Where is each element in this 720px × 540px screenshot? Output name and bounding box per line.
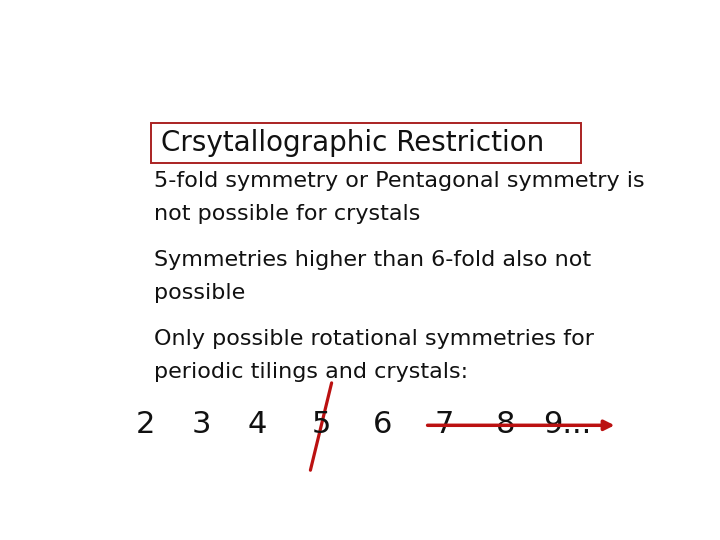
Text: 5: 5	[312, 410, 331, 439]
Text: Crsytallographic Restriction: Crsytallographic Restriction	[161, 129, 544, 157]
Text: 7: 7	[435, 410, 454, 439]
Text: 3: 3	[192, 410, 212, 439]
Text: 5-fold symmetry or Pentagonal symmetry is: 5-fold symmetry or Pentagonal symmetry i…	[154, 171, 645, 191]
Text: 6: 6	[373, 410, 392, 439]
Text: 4: 4	[248, 410, 267, 439]
Text: not possible for crystals: not possible for crystals	[154, 204, 420, 224]
Text: possible: possible	[154, 283, 246, 303]
Text: 9...: 9...	[543, 410, 591, 439]
Text: 2: 2	[136, 410, 156, 439]
Text: periodic tilings and crystals:: periodic tilings and crystals:	[154, 362, 468, 382]
Text: 8: 8	[496, 410, 516, 439]
Text: Symmetries higher than 6-fold also not: Symmetries higher than 6-fold also not	[154, 250, 591, 270]
FancyBboxPatch shape	[151, 123, 581, 163]
Text: Only possible rotational symmetries for: Only possible rotational symmetries for	[154, 329, 594, 349]
